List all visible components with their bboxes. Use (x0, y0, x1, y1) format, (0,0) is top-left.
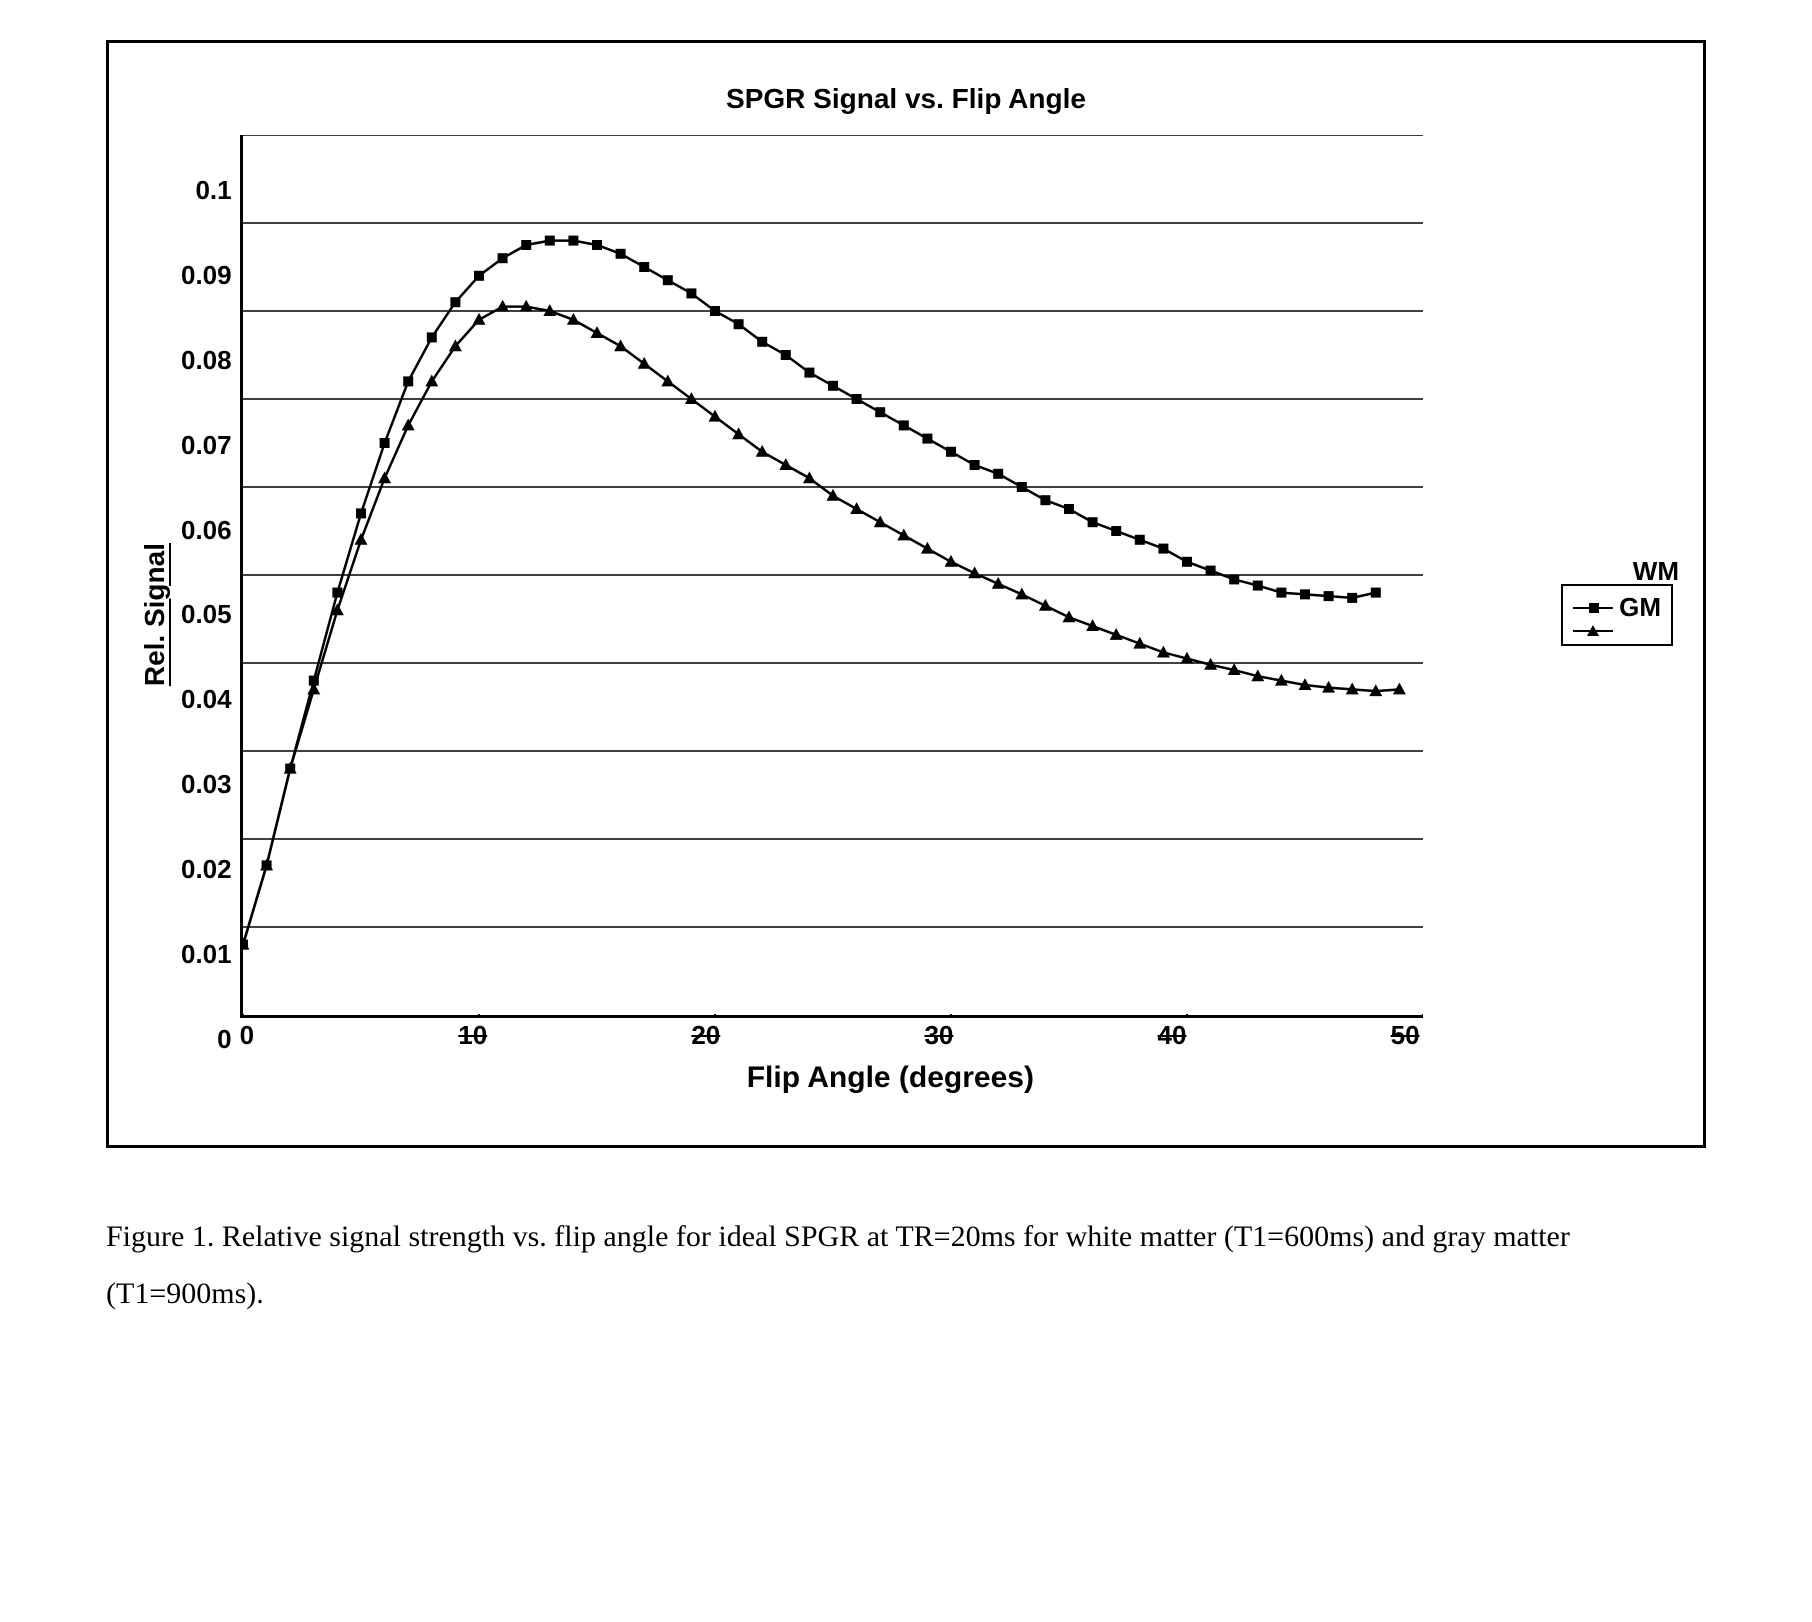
legend-wrapper: WM GM (1541, 584, 1673, 645)
y-tick-label: 0.03 (181, 769, 232, 800)
y-tick-label: 0 (217, 1024, 231, 1055)
y-tick-label: 0.02 (181, 854, 232, 885)
legend-box: GM (1561, 584, 1673, 645)
x-tick-label: 40 (1158, 1020, 1187, 1051)
plot-area (240, 135, 1423, 1018)
y-axis-ticks: 0.1 0.09 0.08 0.07 0.06 0.05 0.04 0.03 0.02 0.01 0 (181, 175, 240, 1055)
figure-caption: Figure 1. Relative signal strength vs. f… (106, 1208, 1706, 1322)
x-tick-label: 0 (240, 1020, 254, 1051)
x-tick-label: 50 (1391, 1020, 1420, 1051)
y-tick-label: 0.07 (181, 430, 232, 461)
legend-overflow-wm: WM (1633, 556, 1679, 587)
chart-frame: SPGR Signal vs. Flip Angle Rel. Signal 0… (106, 40, 1706, 1148)
plot-column: 0 10 20 30 40 50 Flip Angle (degrees) (240, 135, 1542, 1095)
y-tick-label: 0.08 (181, 345, 232, 376)
caption-prefix: Figure 1. (106, 1220, 214, 1253)
y-tick-label: 0.04 (181, 684, 232, 715)
figure-container: SPGR Signal vs. Flip Angle Rel. Signal 0… (106, 40, 1706, 1322)
y-tick-label: 0.06 (181, 515, 232, 546)
y-tick-label: 0.05 (181, 599, 232, 630)
caption-text: Relative signal strength vs. flip angle … (106, 1220, 1570, 1310)
plot-svg (243, 135, 1423, 1015)
y-tick-label: 0.1 (195, 175, 231, 206)
x-tick-label: 10 (458, 1020, 487, 1051)
y-tick-label: 0.09 (181, 260, 232, 291)
legend-row-gm (1573, 624, 1661, 638)
x-tick-label: 20 (691, 1020, 720, 1051)
legend-swatch-triangle-icon (1573, 624, 1613, 638)
legend-label-gm: GM (1619, 592, 1661, 623)
chart-title: SPGR Signal vs. Flip Angle (726, 83, 1086, 115)
y-tick-label: 0.01 (181, 939, 232, 970)
x-axis-label: Flip Angle (degrees) (240, 1061, 1542, 1095)
legend-row-wm: GM (1573, 592, 1661, 623)
x-tick-label: 30 (924, 1020, 953, 1051)
y-axis-label: Rel. Signal (139, 543, 171, 686)
x-axis-ticks: 0 10 20 30 40 50 (240, 1020, 1420, 1051)
legend-swatch-square-icon (1573, 601, 1613, 615)
chart-row: Rel. Signal 0.10.090.080.070.060.050.040… (139, 135, 1673, 1095)
